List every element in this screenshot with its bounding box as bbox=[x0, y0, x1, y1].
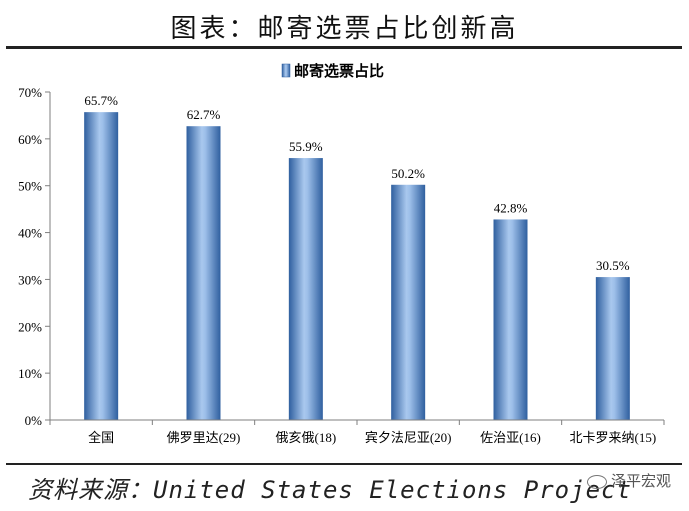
bar bbox=[186, 126, 221, 420]
bar bbox=[391, 184, 426, 420]
data-label: 62.7% bbox=[187, 107, 221, 122]
x-tick-label: 全国 bbox=[88, 430, 114, 445]
x-tick-label: 北卡罗来纳(15) bbox=[569, 430, 656, 445]
x-axis: 全国 佛罗里达(29) 俄亥俄(18) 宾夕法尼亚(20) 佐治亚(16) 北卡罗来纳(1… bbox=[49, 419, 665, 445]
chart-legend: 邮寄选票占比 bbox=[281, 62, 384, 80]
data-label: 42.8% bbox=[494, 200, 528, 215]
figure-title: 图表：邮寄选票占比创新高 bbox=[170, 14, 519, 44]
bars: 65.7% 62.7% 55.9% 50.2% 42.8% 30.5% bbox=[84, 93, 630, 421]
watermark-label: 泽平宏观 bbox=[610, 472, 671, 490]
y-tick-label: 40% bbox=[18, 226, 42, 241]
y-tick-label: 60% bbox=[18, 132, 42, 147]
title-rule bbox=[6, 46, 682, 49]
watermark: 泽平宏观 bbox=[586, 470, 671, 491]
y-tick-label: 30% bbox=[18, 272, 42, 287]
wechat-icon bbox=[586, 474, 607, 489]
y-tick-label: 50% bbox=[18, 179, 42, 194]
y-tick-label: 70% bbox=[18, 85, 42, 100]
data-label: 50.2% bbox=[391, 166, 425, 181]
y-tick-label: 10% bbox=[18, 366, 42, 381]
x-tick-label: 佛罗里达(29) bbox=[167, 430, 241, 445]
y-tick-label: 0% bbox=[25, 413, 43, 428]
y-axis: 0% 10% 20% 30% 40% 50% 60% 70% bbox=[18, 85, 51, 428]
bar bbox=[493, 219, 528, 420]
legend-label: 邮寄选票占比 bbox=[294, 62, 384, 80]
bar bbox=[288, 158, 323, 420]
bottom-rule bbox=[6, 463, 682, 465]
y-tick-label: 20% bbox=[18, 319, 42, 334]
bar bbox=[595, 277, 630, 420]
data-label: 55.9% bbox=[289, 139, 323, 154]
x-tick-label: 俄亥俄(18) bbox=[275, 430, 336, 445]
x-tick-label: 佐治亚(16) bbox=[480, 430, 541, 445]
legend-swatch bbox=[281, 63, 291, 78]
bar-chart: 邮寄选票占比 0% 10% 20% 30% 40% 50% 60% 70% 65.7% 62.7… bbox=[18, 62, 665, 445]
data-label: 65.7% bbox=[84, 93, 118, 108]
bar bbox=[84, 112, 119, 421]
x-tick-label: 宾夕法尼亚(20) bbox=[365, 430, 452, 445]
data-label: 30.5% bbox=[596, 258, 630, 273]
source-note: 资料来源：United States Elections Project bbox=[28, 476, 632, 504]
